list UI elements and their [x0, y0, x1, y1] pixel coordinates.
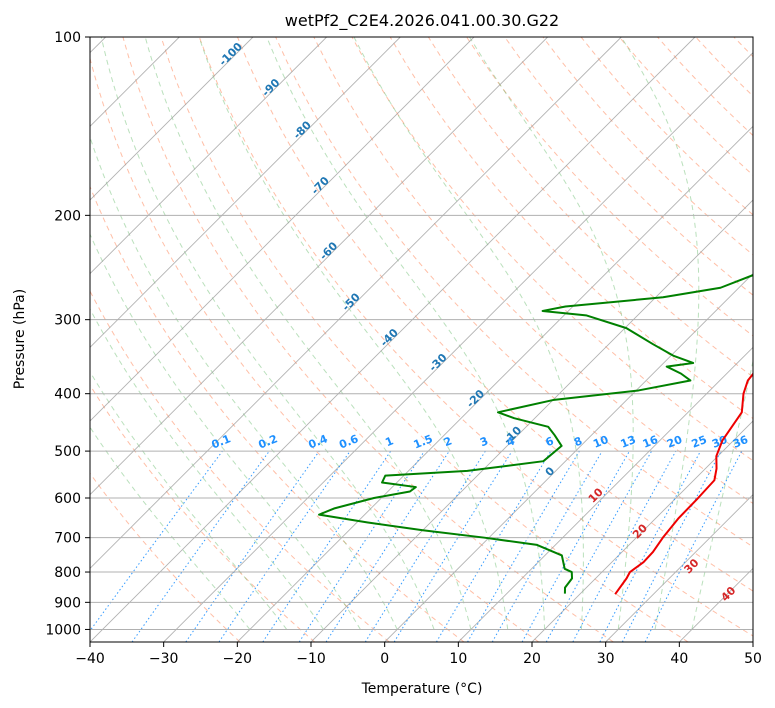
moist-adiabat	[620, 37, 700, 630]
dewpoint-profile	[318, 274, 753, 594]
y-tick-label: 800	[54, 565, 81, 581]
mixing-ratio-line	[572, 450, 677, 642]
moist-adiabat	[353, 37, 584, 630]
x-tick-label: 40	[670, 651, 688, 667]
mixing-ratio-line	[644, 450, 743, 642]
dry-adiabat	[389, 37, 753, 420]
dry-adiabat	[351, 37, 753, 462]
mixing-ratio-line	[325, 450, 450, 642]
mixing-ratio-line	[393, 450, 513, 642]
isotherm	[531, 420, 753, 642]
dry-adiabat	[275, 37, 753, 548]
isotherm	[752, 641, 753, 642]
plot-background	[90, 37, 753, 642]
moist-adiabat	[90, 370, 288, 630]
pressure-grid	[90, 37, 753, 630]
isotherm	[90, 37, 327, 275]
y-tick-label: 900	[54, 595, 81, 611]
dry-adiabat	[90, 472, 241, 642]
moist-adiabat	[691, 358, 753, 630]
x-tick-label: −20	[223, 651, 253, 667]
isotherm	[605, 494, 753, 642]
mixing-ratio-line	[521, 450, 630, 642]
y-tick-label: 1000	[45, 622, 81, 638]
temperature-profile	[614, 372, 753, 595]
x-tick-label: 0	[380, 651, 389, 667]
mixing-ratio-line	[131, 450, 270, 642]
isotherm	[90, 37, 622, 569]
plot-frame	[89, 36, 754, 643]
dry-adiabat	[90, 290, 390, 642]
isotherm	[90, 37, 696, 642]
isotherm	[90, 37, 254, 201]
y-axis: 100 200 300 400 500 600 700 800 900 1000	[45, 30, 90, 638]
mixing-ratio-label: 20	[665, 433, 684, 451]
isotherm	[384, 273, 753, 642]
y-tick-label: 600	[54, 491, 81, 507]
background-lines	[90, 37, 753, 642]
mixing-ratio-label: 36	[731, 433, 750, 451]
x-tick-label: −30	[149, 651, 179, 667]
moist-adiabat	[469, 37, 634, 630]
dry-adiabat	[237, 37, 753, 592]
mixing-ratio-label: 2	[442, 434, 454, 449]
mixing-ratio-line	[185, 450, 320, 642]
mixing-ratio-line	[545, 450, 653, 642]
dry-adiabat	[466, 37, 753, 337]
moist-adiabat	[90, 426, 251, 630]
x-tick-label: 30	[597, 651, 615, 667]
isotherm	[237, 125, 753, 642]
y-tick-label: 100	[54, 30, 81, 46]
mixing-ratio-line	[218, 450, 351, 642]
x-axis: −40 −30 −20 −10 0 10 20 30 40 50	[75, 642, 762, 667]
isotherm	[90, 37, 475, 422]
x-tick-label: −40	[75, 651, 105, 667]
dry-adiabat	[160, 37, 689, 642]
isotherm	[163, 52, 753, 642]
mixing-ratio-line	[262, 450, 392, 642]
moist-adiabat	[266, 37, 546, 630]
moist-adiabat	[100, 37, 435, 630]
moist-adiabat	[90, 233, 361, 630]
dry-adiabat	[198, 37, 753, 637]
y-tick-label: 400	[54, 387, 81, 403]
x-tick-label: −10	[296, 651, 326, 667]
isotherm	[310, 199, 753, 642]
x-tick-label: 50	[744, 651, 762, 667]
mixing-ratio-label: 16	[641, 433, 660, 451]
isotherm	[90, 37, 401, 348]
isotherm	[458, 346, 753, 642]
mixing-ratio-label: 25	[690, 433, 709, 451]
mixing-ratio-label: 13	[619, 433, 638, 451]
mixing-ratio-label: 1	[383, 434, 395, 449]
dry-adiabat	[90, 56, 540, 642]
y-axis-label: Pressure (hPa)	[12, 289, 28, 389]
y-tick-label: 500	[54, 444, 81, 460]
x-tick-label: 20	[523, 651, 541, 667]
profiles	[318, 274, 753, 595]
mixing-ratio-label: 3	[478, 434, 490, 449]
y-tick-label: 300	[54, 313, 81, 329]
mixing-ratio-label: 8	[572, 434, 584, 449]
mixing-ratio-line	[90, 450, 223, 632]
moist-adiabat	[90, 135, 398, 630]
moist-adiabat	[198, 37, 509, 630]
mixing-ratio-label: 10	[591, 433, 610, 451]
y-tick-label: 200	[54, 208, 81, 224]
chart-title: wetPf2_C2E4.2026.041.00.30.G22	[285, 11, 559, 31]
dry-adiabat	[90, 384, 315, 642]
x-tick-label: 10	[449, 651, 467, 667]
isotherm	[90, 37, 548, 496]
dry-adiabat	[313, 37, 753, 505]
dry-adiabat	[90, 185, 465, 642]
y-tick-label: 700	[54, 531, 81, 547]
x-axis-label: Temperature (°C)	[361, 681, 483, 697]
